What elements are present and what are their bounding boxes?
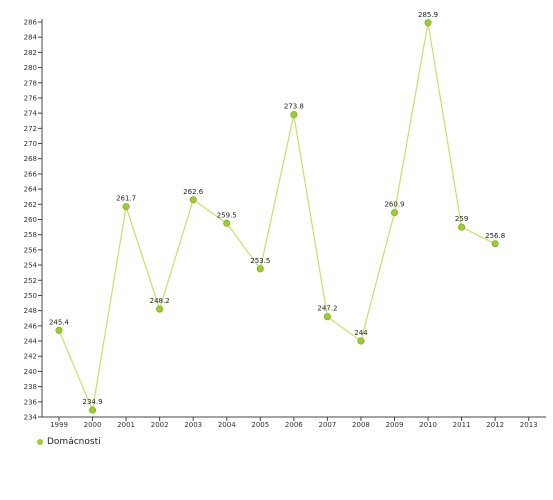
x-tick-label: 2013 [520, 421, 538, 429]
data-point [223, 219, 231, 227]
y-tick-label: 264 [24, 186, 38, 194]
data-label: 259 [455, 215, 468, 223]
data-point [323, 313, 331, 321]
y-axis: 234 236 238 240 242 244 246 248 250 252 254 256 258 2… [24, 19, 43, 422]
data-label: 248.2 [150, 297, 170, 305]
y-tick-label: 276 [24, 94, 38, 102]
x-tick-label: 2002 [151, 421, 169, 429]
x-tick-label: 2004 [218, 421, 236, 429]
y-tick-label: 278 [24, 79, 37, 87]
y-tick-label: 266 [24, 170, 38, 178]
data-point [89, 406, 97, 414]
x-tick-label: 2006 [285, 421, 303, 429]
x-tick-label: 2003 [184, 421, 202, 429]
series-domacnosti [55, 19, 499, 414]
data-label: 262.6 [183, 188, 204, 196]
legend: Domácnosti [37, 437, 101, 447]
data-label: 273.8 [284, 103, 304, 111]
x-tick-label: 2011 [453, 421, 471, 429]
data-label: 261.7 [116, 195, 136, 203]
data-labels: 245.4 234.9 261.7 248.2 262.6 259.5 253.5 273.8… [49, 11, 505, 406]
y-tick-label: 270 [24, 140, 37, 148]
y-tick-label: 262 [24, 201, 37, 209]
x-tick-label: 2005 [251, 421, 269, 429]
y-tick-label: 268 [24, 155, 37, 163]
y-tick-label: 272 [24, 125, 37, 133]
y-tick-label: 258 [24, 231, 37, 239]
y-tick-label: 236 [24, 398, 38, 406]
y-tick-label: 254 [24, 262, 38, 270]
data-point [256, 265, 264, 273]
x-tick-label: 2012 [486, 421, 504, 429]
data-label: 259.5 [217, 211, 237, 219]
y-tick-label: 250 [24, 292, 37, 300]
x-tick-label: 2001 [117, 421, 135, 429]
data-label: 260.9 [384, 201, 404, 209]
data-point [390, 209, 398, 217]
y-tick-label: 280 [24, 64, 37, 72]
y-tick-label: 234 [24, 414, 38, 422]
y-tick-label: 244 [24, 338, 38, 346]
y-tick-label: 282 [24, 49, 37, 57]
y-tick-label: 246 [24, 322, 38, 330]
x-tick-label: 1999 [50, 421, 68, 429]
y-tick-label: 248 [24, 307, 37, 315]
data-label: 256.8 [485, 232, 505, 240]
x-tick-label: 2010 [419, 421, 437, 429]
y-tick-label: 238 [24, 383, 37, 391]
data-label: 245.4 [49, 318, 70, 326]
data-point [424, 19, 432, 27]
data-point [491, 240, 499, 248]
data-label: 285.9 [418, 11, 438, 19]
y-tick-label: 286 [24, 19, 38, 27]
x-tick-label: 2009 [386, 421, 404, 429]
y-tick-label: 240 [24, 368, 37, 376]
y-tick-label: 242 [24, 353, 37, 361]
series-line [58, 22, 496, 413]
data-point [357, 337, 365, 345]
data-label: 234.9 [83, 398, 103, 406]
x-tick-label: 2007 [318, 421, 336, 429]
y-tick-label: 252 [24, 277, 37, 285]
data-point [122, 203, 130, 211]
legend-marker [37, 439, 43, 445]
data-point [156, 305, 164, 313]
data-point [458, 223, 466, 231]
x-tick-label: 2000 [84, 421, 102, 429]
x-axis: 1999 2000 2001 2002 2003 2004 2005 2006 2007 2008… [42, 416, 546, 429]
data-label: 244 [354, 329, 368, 337]
y-tick-label: 274 [24, 110, 38, 118]
x-tick-label: 2008 [352, 421, 370, 429]
legend-label: Domácnosti [47, 437, 101, 447]
data-point [189, 196, 197, 204]
y-tick-label: 284 [24, 34, 38, 42]
data-label: 247.2 [317, 305, 337, 313]
y-tick-label: 256 [24, 246, 38, 254]
data-label: 253.5 [250, 257, 270, 265]
data-point [290, 111, 298, 119]
y-tick-label: 260 [24, 216, 37, 224]
data-point [55, 326, 63, 334]
